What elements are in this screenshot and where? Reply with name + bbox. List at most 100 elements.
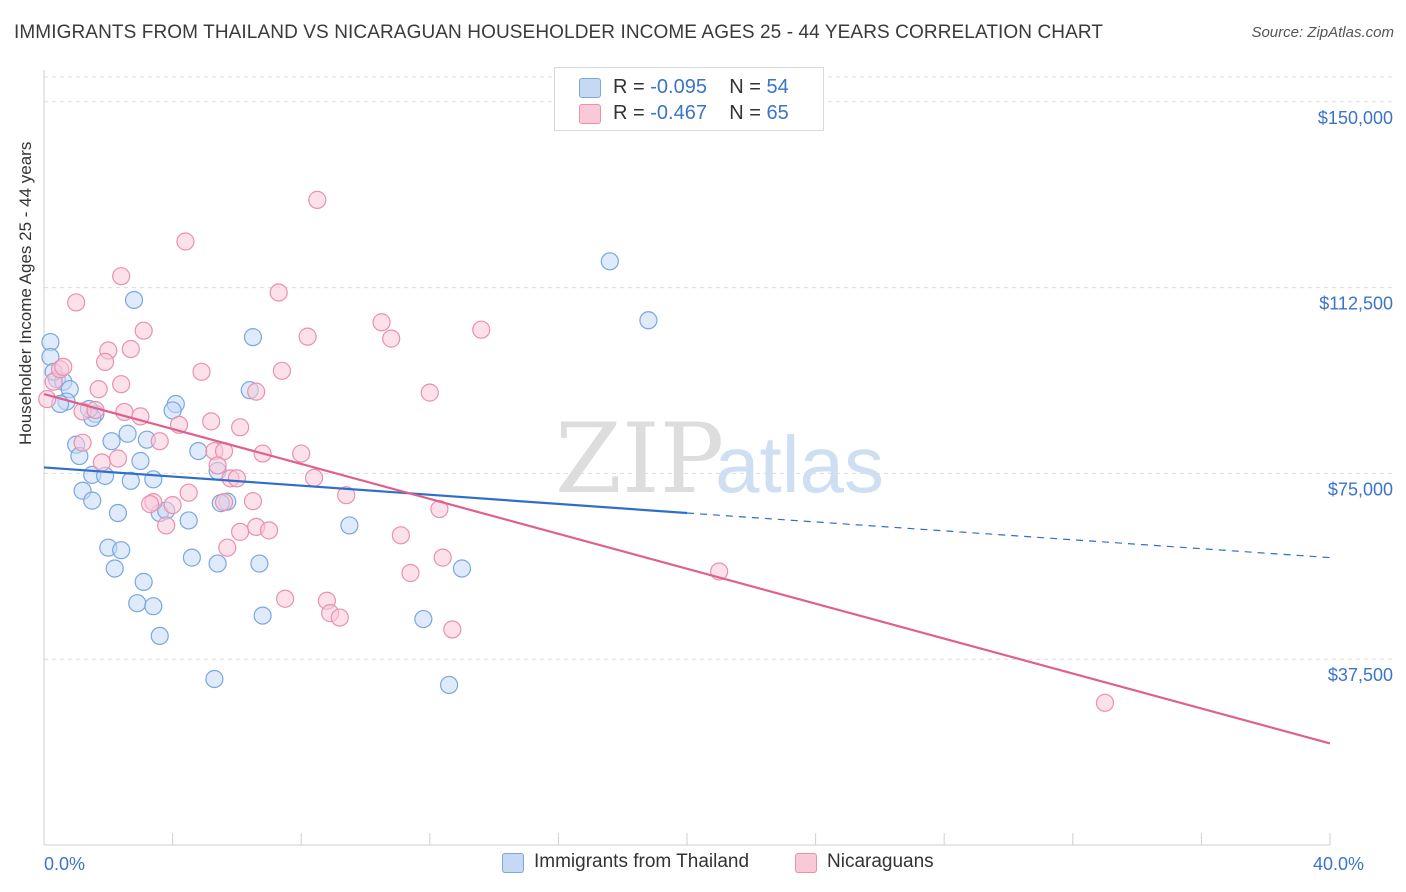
nicaraguans-point [112,375,131,394]
nicaraguans-point [259,521,279,540]
watermark-zip: ZIP [555,403,724,515]
x-tick-label: 0.0% [44,854,85,874]
legend-r-label: R = [613,102,651,124]
nicaraguans-point [420,383,439,402]
legend-r-label: R = [613,76,651,98]
tick-labels: $37,500 $75,000 $112,500 $150,000 0.0% 40.0% [44,108,1393,874]
axes [43,70,1331,846]
y-tick-label: $37,500 [1328,665,1393,685]
nicaraguans-point [95,352,115,372]
nicaraguans-point [140,495,160,514]
nicaraguans-point [433,548,452,567]
thailand-trend-line [43,466,688,515]
thailand-point [121,471,140,490]
nicaraguans-point [227,469,246,488]
nicaraguans-point [179,483,198,502]
nicaraguans-point [391,526,410,545]
nicaraguans-point [443,620,462,639]
nicaraguans-trend-line [43,393,1331,745]
thailand-point [134,572,153,591]
nicaraguans-point [163,495,182,515]
nicaraguans-point [38,389,57,409]
thailand-point [414,609,433,629]
thailand-point [639,311,658,330]
thailand-point [253,606,272,625]
thailand-point [112,541,131,560]
nicaraguans-point [472,320,491,339]
source-label: Source: ZipAtlas.com [1251,24,1394,41]
nicaraguans-point [73,433,92,452]
legend-swatch-blue [579,78,601,98]
thailand-point [208,554,227,573]
thailand-point [189,441,208,461]
nicaraguans-point [121,339,140,359]
thailand-point [118,424,137,443]
nicaraguans-point [243,492,263,511]
nicaraguans-point [67,293,86,312]
nicaraguans-point [372,313,391,332]
nicaraguans-point [134,321,153,340]
thailand-point [439,675,459,695]
chart-title: IMMIGRANTS FROM THAILAND VS NICARAGUAN H… [14,22,1104,43]
nicaraguans-point [382,329,401,348]
y-axis-label: Householder Income Ages 25 - 44 years [16,141,35,445]
thailand-trend-extension [686,512,1331,559]
thailand-point [124,290,144,310]
nicaraguans-point [247,382,266,401]
nicaraguans-point [298,327,317,346]
legend-n-value: 65 [766,102,789,124]
thailand-point [144,597,163,616]
bottom-legend-label-nicaraguans: Nicaraguans [827,851,934,872]
nicaraguans-point [92,453,111,472]
nicaraguans-point [54,357,73,376]
nicaraguans-point [337,486,356,505]
nicaraguans-point [108,449,128,468]
nicaraguans-point [330,608,349,627]
correlation-legend: R = -0.095 N = 54 R = -0.467 N = 65 [554,67,824,131]
thailand-point [250,554,269,573]
nicaraguans-point [1095,693,1115,712]
thailand-point [83,491,102,510]
legend-n-label: N = [729,76,767,98]
nicaraguans-point [208,456,227,475]
trend-lines [43,393,1331,745]
nicaraguans-point [150,432,169,451]
y-tick-label: $112,500 [1319,294,1393,314]
bottom-legend-swatch-pink [795,853,817,873]
thailand-point [182,548,201,567]
y-tick-label: $150,000 [1318,108,1393,128]
nicaraguans-point [192,362,211,381]
nicaraguans-point [276,589,295,608]
nicaraguans-point [157,516,176,535]
nicaraguans-point [231,418,250,437]
nicaraguans-point [202,412,221,431]
legend-text-thailand: R = -0.095 N = 54 [613,76,789,99]
thailand-point [150,626,169,646]
nicaraguans-point [401,563,420,583]
y-tick-label: $75,000 [1328,479,1393,499]
thailand-point [243,328,263,347]
nicaraguans-point [269,283,288,302]
thailand-point [205,669,224,689]
nicaraguans-point [308,190,327,209]
nicaraguans-point [112,267,131,286]
thailand-point [340,516,359,535]
nicaraguans-point [218,538,237,557]
thailand-point [452,559,472,578]
thailand-point [128,594,147,613]
legend-text-nicaraguans: R = -0.467 N = 65 [613,102,789,125]
thailand-point [108,503,128,523]
bottom-legend-swatch-blue [502,853,524,873]
thailand-point [131,451,150,471]
legend-r-value: -0.095 [650,76,707,98]
x-tick-label: 40.0% [1313,854,1364,874]
nicaraguans-point [214,493,234,512]
legend-n-label: N = [729,102,767,124]
nicaraguans-point [176,232,195,251]
nicaraguans-point [304,468,324,487]
nicaraguans-point [272,361,292,380]
nicaraguans-point [89,380,108,399]
bottom-legend-label-thailand: Immigrants from Thailand [534,851,750,872]
